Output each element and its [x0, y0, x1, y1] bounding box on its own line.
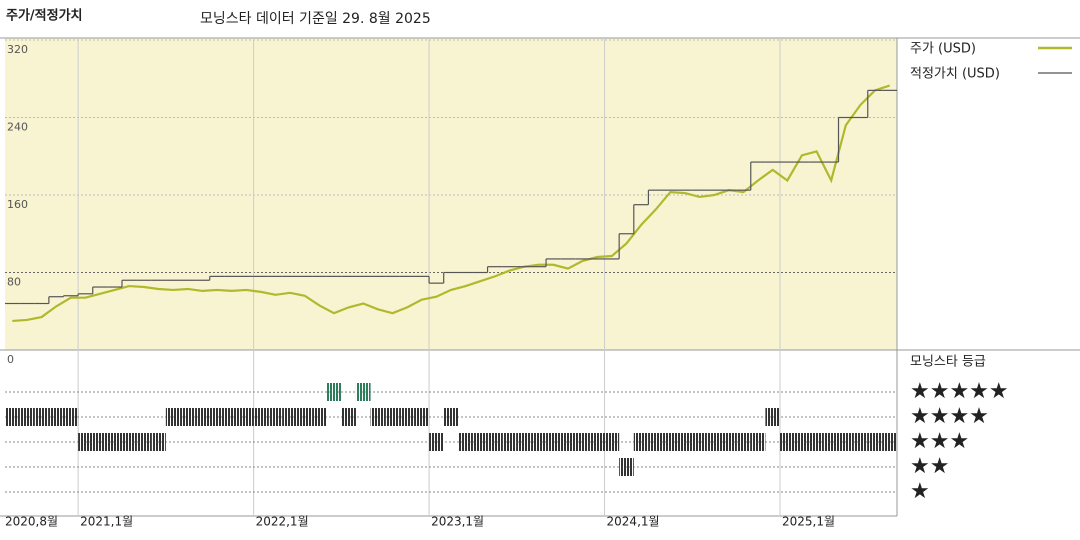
y-tick-label: 160 [7, 198, 28, 211]
rating-bar [487, 433, 503, 451]
rating-bar [575, 433, 590, 451]
rating-bar [19, 408, 35, 426]
rating-bar [107, 433, 122, 451]
chart-subtitle: 모닝스타 데이터 기준일 29. 8월 2025 [200, 11, 431, 27]
x-tick-label: 2023,1월 [431, 515, 484, 529]
rating-label: ★ [910, 479, 930, 504]
rating-bar [502, 433, 517, 451]
rating-bar [297, 408, 313, 426]
rating-bar [472, 433, 488, 451]
x-tick-label: 2022,1월 [256, 515, 309, 529]
rating-bar [195, 408, 210, 426]
rating-bar [238, 408, 254, 426]
rating-bar [706, 433, 722, 451]
rating-bar [5, 408, 20, 426]
rating-bar [780, 433, 795, 451]
rating-bar [663, 433, 678, 451]
rating-bar [458, 433, 473, 451]
rating-bar [92, 433, 108, 451]
legend-label: 적정가치 (USD) [910, 67, 1000, 82]
rating-bar [224, 408, 239, 426]
rating-bar [619, 458, 634, 476]
price-line [12, 84, 891, 323]
rating-bar [809, 433, 824, 451]
rating-bar [268, 408, 283, 426]
rating-bar [370, 408, 386, 426]
rating-bar [48, 408, 64, 426]
y-tick-label: 0 [7, 353, 14, 366]
x-tick-label: 2021,1월 [80, 515, 133, 529]
x-tick-label: 2024,1월 [607, 515, 660, 529]
rating-bar [736, 433, 751, 451]
rating-bar [765, 408, 781, 426]
rating-bar [341, 408, 356, 426]
x-tick-label: 2020,8월 [5, 515, 58, 529]
rating-bar [429, 433, 444, 451]
rating-bar [121, 433, 137, 451]
chart-title: 주가/적정가치 [6, 8, 83, 24]
rating-label: ★★★ [910, 429, 969, 454]
rating-bar [516, 433, 532, 451]
rating-bar [546, 433, 561, 451]
rating-bar [209, 408, 225, 426]
rating-bar [180, 408, 196, 426]
x-tick-label: 2025,1월 [782, 515, 835, 529]
rating-bar [867, 433, 883, 451]
rating-bar [253, 408, 269, 426]
rating-bar [63, 408, 79, 426]
rating-bar [560, 433, 576, 451]
rating-bar [34, 408, 49, 426]
rating-bar [750, 433, 766, 451]
y-tick-label: 80 [7, 276, 21, 289]
rating-bar [282, 408, 298, 426]
rating-bar [794, 433, 810, 451]
rating-bar [165, 408, 181, 426]
rating-bar [399, 408, 415, 426]
rating-bar [355, 383, 371, 401]
rating-bar [312, 408, 327, 426]
rating-bar [136, 433, 152, 451]
rating-bar [633, 433, 649, 451]
rating-bar [443, 408, 459, 426]
panel-title: 모닝스타 등급 [910, 355, 986, 370]
rating-bar [326, 383, 342, 401]
plot-background [5, 38, 897, 350]
rating-label: ★★★★ [910, 404, 989, 429]
y-tick-label: 320 [7, 43, 28, 56]
rating-bar [721, 433, 737, 451]
rating-bar [385, 408, 400, 426]
rating-bar [823, 433, 839, 451]
rating-label: ★★★★★ [910, 379, 1009, 404]
rating-bar [604, 433, 620, 451]
rating-bar [882, 433, 897, 451]
rating-bar [648, 433, 664, 451]
rating-bar [853, 433, 868, 451]
legend-label: 주가 (USD) [910, 42, 976, 57]
rating-label: ★★ [910, 454, 949, 479]
rating-bar [78, 433, 93, 451]
rating-bar [838, 433, 854, 451]
rating-bar [677, 433, 693, 451]
y-tick-label: 240 [7, 121, 28, 134]
rating-bar [151, 433, 166, 451]
rating-bar [414, 408, 430, 426]
rating-bar [692, 433, 707, 451]
rating-bar [531, 433, 547, 451]
rating-bar [589, 433, 605, 451]
